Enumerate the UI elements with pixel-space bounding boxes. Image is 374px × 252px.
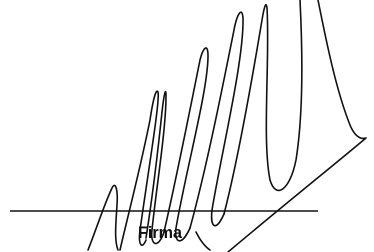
signature-label: Firma xyxy=(138,223,183,242)
signature-block: Firma xyxy=(0,0,374,252)
